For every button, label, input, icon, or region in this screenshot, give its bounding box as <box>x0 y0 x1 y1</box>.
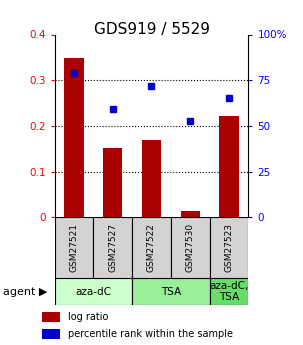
Bar <box>219 116 239 217</box>
Text: TSA: TSA <box>161 287 181 296</box>
Text: GSM27527: GSM27527 <box>108 223 117 272</box>
Bar <box>210 278 248 305</box>
Text: GSM27523: GSM27523 <box>225 223 234 272</box>
Bar <box>55 217 93 278</box>
Text: log ratio: log ratio <box>68 312 108 322</box>
Bar <box>132 217 171 278</box>
Text: aza-dC,
TSA: aza-dC, TSA <box>209 281 249 302</box>
Bar <box>42 329 60 339</box>
Bar <box>181 211 200 217</box>
Text: agent ▶: agent ▶ <box>3 287 47 296</box>
Bar <box>42 312 60 322</box>
Text: GSM27530: GSM27530 <box>186 223 195 272</box>
Bar <box>142 140 161 217</box>
Bar <box>210 217 248 278</box>
Text: percentile rank within the sample: percentile rank within the sample <box>68 329 233 339</box>
Text: GSM27522: GSM27522 <box>147 223 156 272</box>
Bar <box>64 58 84 217</box>
Bar <box>93 217 132 278</box>
Text: GDS919 / 5529: GDS919 / 5529 <box>94 22 209 37</box>
Text: GSM27521: GSM27521 <box>69 223 78 272</box>
Bar <box>55 278 132 305</box>
Bar <box>171 217 210 278</box>
Bar <box>103 148 122 217</box>
Bar <box>132 278 210 305</box>
Text: aza-dC: aza-dC <box>75 287 111 296</box>
